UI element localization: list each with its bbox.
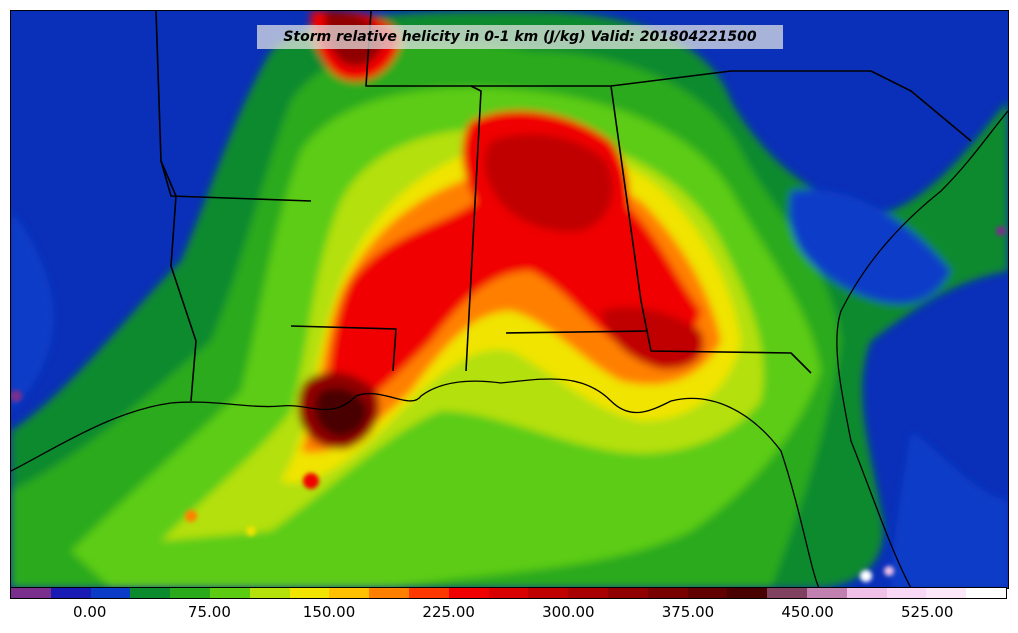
- colorbar-tick-label: 525.00: [900, 603, 954, 621]
- colorbar-tick-label: 450.00: [781, 603, 834, 621]
- colorbar: [10, 587, 1007, 599]
- colorbar-swatch: [727, 588, 768, 598]
- colorbar-tick-label: 225.00: [422, 603, 475, 621]
- colorbar-swatch: [846, 588, 887, 598]
- louisiana-mississippi-border: [290, 325, 397, 372]
- colorbar-tick-label: 300.00: [542, 603, 595, 621]
- colorbar-tick-label: 0.00: [73, 603, 107, 621]
- florida-alabama-border: [505, 330, 647, 334]
- colorbar-swatch: [528, 588, 569, 598]
- colorbar-swatch: [50, 588, 91, 598]
- gulf-coastline: [11, 378, 820, 588]
- colorbar-swatch: [90, 588, 131, 598]
- arkansas-border: [160, 160, 312, 202]
- colorbar-swatch: [806, 588, 847, 598]
- map-panel: Storm relative helicity in 0-1 km (J/kg)…: [10, 10, 1009, 589]
- map-title: Storm relative helicity in 0-1 km (J/kg)…: [283, 29, 757, 45]
- colorbar-swatch: [170, 588, 210, 598]
- colorbar-swatch: [11, 588, 51, 598]
- colorbar-swatch: [369, 588, 409, 598]
- colorbar-swatch: [448, 588, 489, 598]
- colorbar-swatch: [687, 588, 728, 598]
- colorbar-swatch: [289, 588, 330, 598]
- map-title-box: Storm relative helicity in 0-1 km (J/kg)…: [257, 25, 783, 49]
- colorbar-swatch: [966, 588, 1006, 598]
- colorbar-swatch: [249, 588, 290, 598]
- colorbar-swatch: [886, 588, 927, 598]
- colorbar-swatch: [408, 588, 449, 598]
- colorbar-tick-label: 75.00: [187, 603, 231, 621]
- colorbar-tick-label: 375.00: [661, 603, 715, 621]
- colorbar-swatch: [767, 588, 807, 598]
- atlantic-coastline: [836, 110, 1008, 588]
- colorbar-swatch: [607, 588, 648, 598]
- colorbar-swatch: [647, 588, 688, 598]
- colorbar-swatch: [568, 588, 608, 598]
- colorbar-swatch: [329, 588, 370, 598]
- helicity-contours: [11, 11, 1008, 588]
- colorbar-tick-labels: 0.00 75.00 150.00 225.00 300.00 375.00 450.00 5…: [10, 601, 1007, 625]
- texas-oklahoma-border: [155, 11, 197, 402]
- helicity-fine-detail: [11, 226, 1006, 582]
- colorbar-swatch: [209, 588, 250, 598]
- helicity-field-map: [11, 11, 1008, 588]
- alabama-georgia-border: [471, 85, 812, 374]
- coastlines: [11, 110, 1008, 588]
- colorbar-tick-label: 150.00: [302, 603, 356, 621]
- colorbar-swatch: [130, 588, 171, 598]
- north-carolina-border: [610, 70, 972, 142]
- state-boundaries: [155, 11, 972, 402]
- colorbar-swatch: [488, 588, 529, 598]
- colorbar-swatch: [926, 588, 967, 598]
